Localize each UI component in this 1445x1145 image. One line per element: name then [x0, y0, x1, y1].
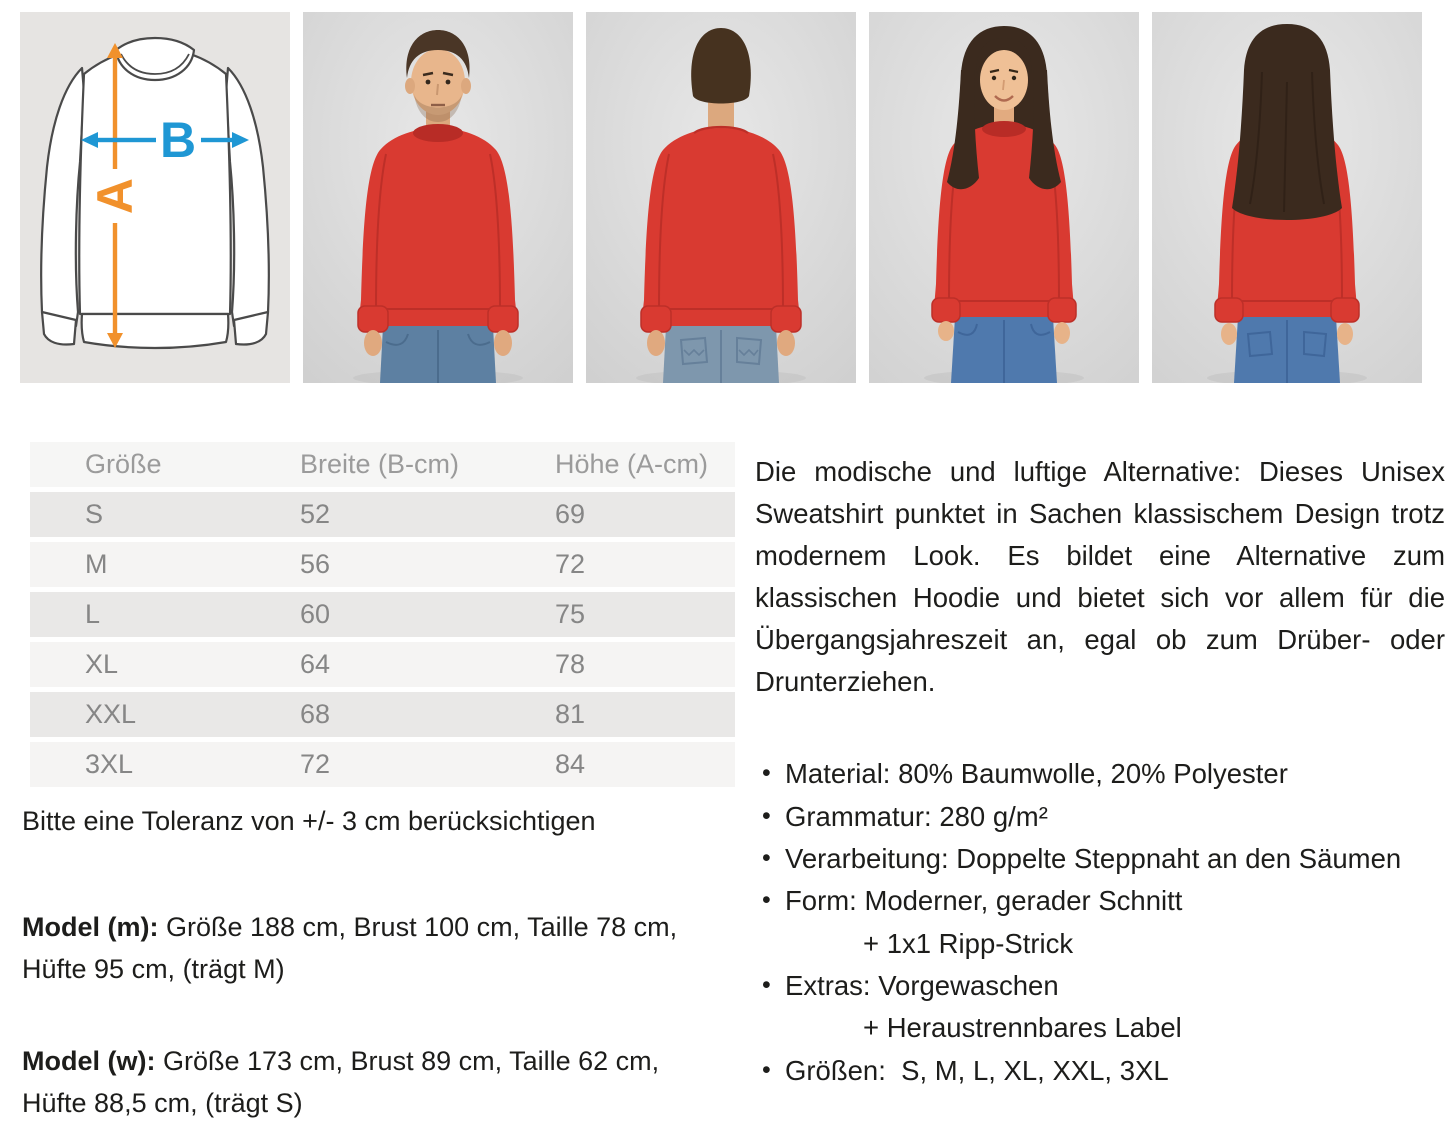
model-w-label: Model (w):: [22, 1045, 156, 1076]
product-details: Größe Breite (B-cm) Höhe (A-cm) S 52 69 M 56 72…: [0, 437, 1445, 1124]
model-woman-back-figure: [1214, 24, 1360, 383]
model-w-text: Größe 173 cm, Brust 89 cm, Taille 62 cm,…: [22, 1045, 660, 1118]
label-a: A: [87, 178, 143, 214]
size-table-cell: 84: [525, 742, 735, 787]
feature-text: Grammatur: 280 g/m²: [785, 800, 1048, 832]
size-table-body: S 52 69 M 56 72 L 60 75 XL 64 78 XXL 68 81 3XL 72 84: [30, 492, 735, 787]
product-image-strip: A B: [0, 0, 1445, 383]
description-column: Die modische und luftige Alternative: Di…: [755, 437, 1445, 1124]
photo-woman-back: [1152, 12, 1422, 383]
collar-inner-line: [120, 53, 190, 75]
feature-list: Material: 80% Baumwolle, 20% Polyester Gr…: [755, 753, 1445, 1092]
size-table-row: M 56 72: [30, 542, 735, 587]
measure-arrow-a-icon: A: [87, 43, 143, 348]
feature-item: Größen: S, M, L, XL, XXL, 3XL: [755, 1050, 1445, 1092]
feature-item: Form: Moderner, gerader Schnitt + 1x1 Rip…: [755, 880, 1445, 965]
size-table-row: S 52 69: [30, 492, 735, 537]
size-table-cell: 78: [525, 642, 735, 687]
feature-item: Extras: Vorgewaschen + Heraustrennbares L…: [755, 965, 1445, 1050]
tolerance-note: Bitte eine Toleranz von +/- 3 cm berücks…: [22, 806, 596, 836]
size-table-cell: 72: [270, 742, 525, 787]
size-table-cell: 64: [270, 642, 525, 687]
size-table-cell: 81: [525, 692, 735, 737]
model-man-front-figure: [357, 30, 519, 383]
size-table-cell: XL: [30, 642, 270, 687]
size-table-cell: 3XL: [30, 742, 270, 787]
model-woman-front-figure: [931, 26, 1077, 383]
size-table-row: XL 64 78: [30, 642, 735, 687]
model-man-back-figure: [640, 28, 802, 383]
size-table-cell: M: [30, 542, 270, 587]
model-m-label: Model (m):: [22, 912, 159, 942]
size-info-column: Größe Breite (B-cm) Höhe (A-cm) S 52 69 M 56 72…: [22, 437, 735, 1124]
size-table-header-cell: Größe: [30, 442, 270, 487]
size-table-cell: 68: [270, 692, 525, 737]
size-table-cell: XXL: [30, 692, 270, 737]
size-table-row: 3XL 72 84: [30, 742, 735, 787]
size-table: Größe Breite (B-cm) Höhe (A-cm) S 52 69 M 56 72…: [30, 437, 735, 792]
product-description: Die modische und luftige Alternative: Di…: [755, 456, 1445, 698]
feature-sub-line: + 1x1 Ripp-Strick: [863, 927, 1074, 959]
feature-item: Verarbeitung: Doppelte Steppnaht an den …: [755, 838, 1445, 880]
size-diagram: A B: [20, 12, 290, 383]
size-table-cell: 72: [525, 542, 735, 587]
feature-text: Material: 80% Baumwolle, 20% Polyester: [785, 758, 1288, 790]
photo-man-front: [303, 12, 573, 383]
feature-item: Grammatur: 280 g/m²: [755, 796, 1445, 838]
photo-man-back: [586, 12, 856, 383]
size-table-cell: 52: [270, 492, 525, 537]
size-table-cell: 60: [270, 592, 525, 637]
size-table-row: XXL 68 81: [30, 692, 735, 737]
label-b: B: [160, 112, 196, 168]
feature-item: Material: 80% Baumwolle, 20% Polyester: [755, 753, 1445, 795]
feature-text: Extras: Vorgewaschen: [785, 970, 1059, 1002]
size-table-header-cell: Höhe (A-cm): [525, 442, 735, 487]
sweatshirt-sketch: [40, 36, 270, 350]
photo-woman-front: [869, 12, 1139, 383]
size-table-header-cell: Breite (B-cm): [270, 442, 525, 487]
feature-sub-line: + Heraustrennbares Label: [863, 1012, 1182, 1044]
size-table-cell: 69: [525, 492, 735, 537]
size-table-cell: 75: [525, 592, 735, 637]
size-table-cell: L: [30, 592, 270, 637]
size-table-header-row: Größe Breite (B-cm) Höhe (A-cm): [30, 442, 735, 487]
feature-text: Verarbeitung: Doppelte Steppnaht an den …: [785, 843, 1402, 875]
measure-arrow-b-icon: B: [81, 112, 249, 168]
feature-text: Größen: S, M, L, XL, XXL, 3XL: [785, 1054, 1169, 1086]
feature-text: Form: Moderner, gerader Schnitt: [785, 885, 1183, 917]
size-table-cell: S: [30, 492, 270, 537]
size-table-cell: 56: [270, 542, 525, 587]
model-m-text: Größe 188 cm, Brust 100 cm, Taille 78 cm…: [22, 912, 678, 984]
size-table-row: L 60 75: [30, 592, 735, 637]
model-m-info: Model (m): Größe 188 cm, Brust 100 cm, T…: [22, 907, 722, 991]
model-w-info: Model (w): Größe 173 cm, Brust 89 cm, Ta…: [22, 1041, 722, 1125]
